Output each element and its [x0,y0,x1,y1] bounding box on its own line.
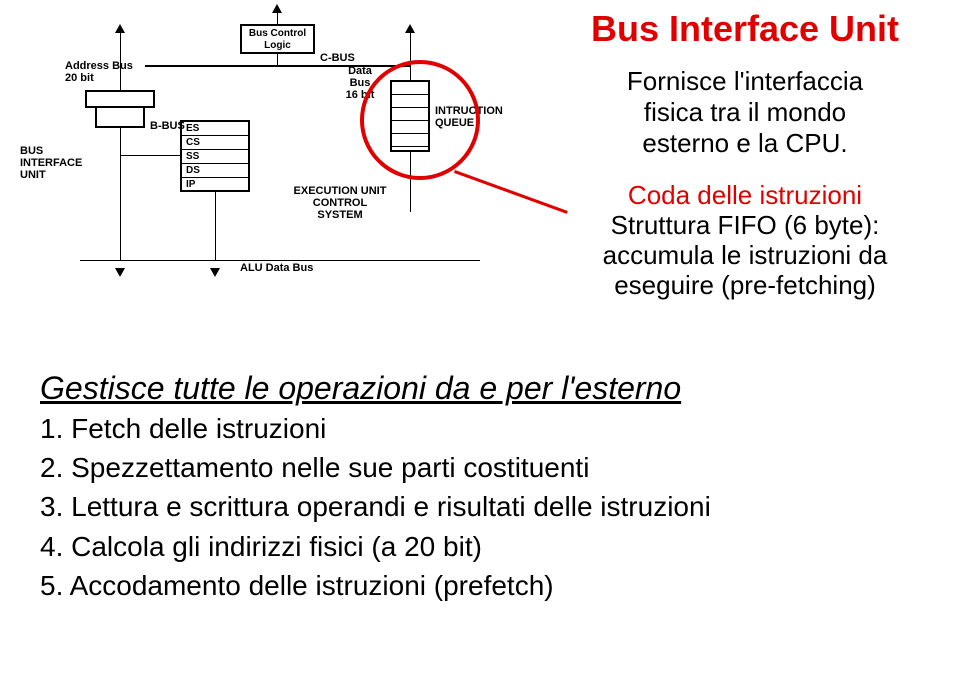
subtitle-line: Fornisce l'interfaccia [540,66,950,97]
biu-unit-label: BUSINTERFACEUNIT [20,145,90,181]
coda-desc: Struttura FIFO (6 byte): accumula le ist… [540,211,950,301]
list-item: 2. Spezzettamento nelle sue parti costit… [40,448,920,487]
list-item: 4. Calcola gli indirizzi fisici (a 20 bi… [40,527,920,566]
reg-ip: IP [182,178,248,192]
list-item: 5. Accodamento delle istruzioni (prefetc… [40,566,920,605]
alu-data-bus-label: ALU Data Bus [240,262,313,274]
alu-bus-line [80,260,480,261]
biu-diagram: ALU Data Bus Address Bus20 bit Bus Contr… [10,10,510,290]
reg-es: ES [182,122,248,136]
segment-regs-block: ES CS SS DS IP [180,120,250,192]
c-bus-label: C-BUS [320,52,355,64]
page-title: Bus Interface Unit [540,10,950,48]
reg-down-arrow [210,268,220,277]
coda-desc-line: Struttura FIFO (6 byte): [540,211,950,241]
subtitle-block: Fornisce l'interfaccia fisica tra il mon… [540,66,950,160]
b-bus-label: B-BUS [150,120,185,132]
reg-down-line [215,192,216,260]
subtitle-line: fisica tra il mondo [540,97,950,128]
reg-ds: DS [182,164,248,178]
coda-title: Coda delle istruzioni [540,181,950,211]
left-vert-line [120,128,121,260]
execution-unit-label: EXECUTION UNITCONTROLSYSTEM [290,185,390,221]
bcl-to-cbus [277,54,278,66]
reg-left-line [120,155,180,156]
right-text-column: Bus Interface Unit Fornisce l'interfacci… [540,10,950,301]
address-bus-block [85,90,155,108]
bottom-heading: Gestisce tutte le operazioni da e per l'… [40,370,920,407]
address-adder-block [95,108,145,128]
left-down-arrow [115,268,125,277]
subtitle-line: esterno e la CPU. [540,128,950,159]
list-item: 1. Fetch delle istruzioni [40,409,920,448]
bcl-up-arrow [272,4,282,13]
address-up-arrow [115,24,125,33]
highlight-circle [360,60,480,180]
address-bus-label: Address Bus20 bit [65,60,145,84]
reg-cs: CS [182,136,248,150]
bus-control-logic-box: Bus ControlLogic [240,24,315,54]
list-item: 3. Lettura e scrittura operandi e risult… [40,487,920,526]
bottom-text-block: Gestisce tutte le operazioni da e per l'… [40,370,920,605]
address-up-line [120,30,121,90]
reg-ss: SS [182,150,248,164]
coda-desc-line: eseguire (pre-fetching) [540,271,950,301]
data-up-arrow [405,24,415,33]
coda-desc-line: accumula le istruzioni da [540,241,950,271]
